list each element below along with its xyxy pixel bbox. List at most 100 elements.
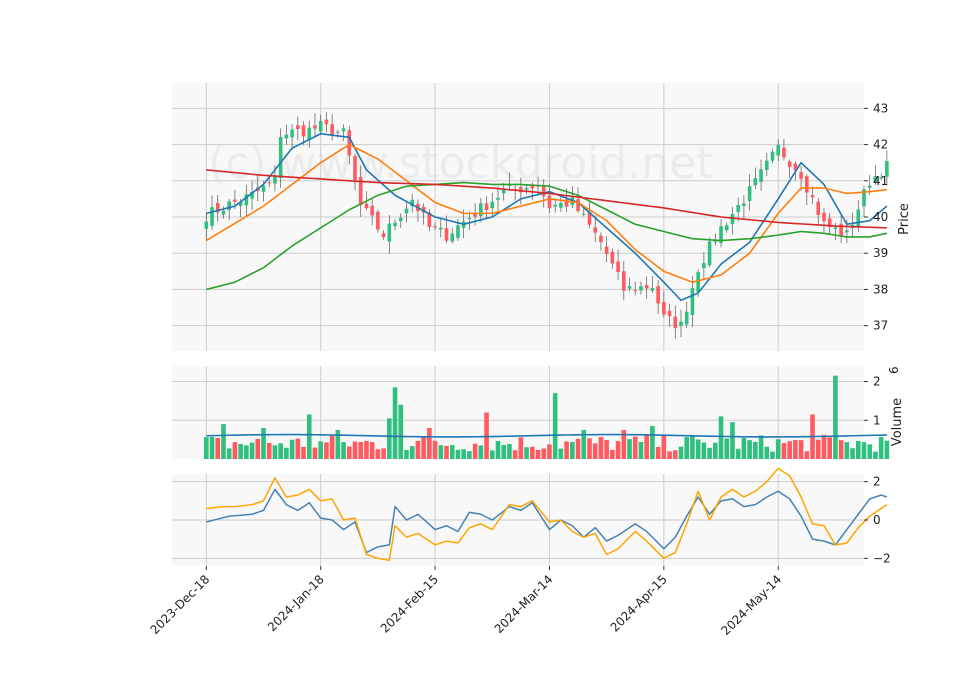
candle-up	[467, 217, 472, 220]
volume-bar	[381, 448, 386, 459]
volume-bar	[610, 449, 615, 459]
volume-bar	[387, 418, 392, 459]
volume-bar	[695, 439, 701, 459]
volume-bar	[758, 435, 764, 459]
candle-down	[513, 188, 517, 190]
volume-axis-label: Volume	[890, 398, 905, 446]
volume-y-ticks: 12	[864, 375, 881, 427]
candle-down	[313, 125, 317, 129]
volume-bar	[632, 436, 638, 459]
candle-up	[885, 161, 889, 177]
candle-down	[381, 233, 386, 238]
volume-bars	[204, 375, 890, 459]
volume-bar	[255, 438, 261, 459]
candle-down	[593, 227, 598, 233]
volume-bar	[415, 440, 421, 459]
price-y-tick-label: 39	[873, 246, 888, 260]
candle-up	[690, 288, 695, 316]
candle-down	[822, 212, 826, 222]
volume-bar	[775, 439, 781, 459]
volume-bar	[312, 447, 318, 459]
volume-bar	[478, 445, 484, 459]
candle-down	[421, 206, 426, 213]
candle-down	[599, 235, 603, 243]
volume-bar	[558, 448, 564, 459]
candle-up	[438, 227, 443, 230]
candle-up	[273, 176, 277, 184]
volume-bar	[724, 438, 730, 459]
candle-up	[210, 207, 214, 226]
volume-bar	[421, 436, 426, 459]
volume-bar	[747, 440, 752, 459]
candle-down	[347, 130, 352, 156]
volume-bar	[713, 442, 718, 459]
candle-up	[404, 208, 409, 214]
candle-down	[364, 203, 369, 209]
candle-up	[650, 287, 655, 291]
volume-bar	[707, 447, 712, 459]
candle-up	[559, 202, 563, 208]
volume-bar	[598, 436, 604, 459]
candle-up	[713, 241, 718, 243]
candle-down	[644, 285, 649, 289]
price-y-tick-label: 37	[873, 319, 888, 333]
volume-bar	[204, 437, 209, 459]
volume-bar	[781, 443, 787, 459]
candle-down	[519, 187, 523, 193]
candle-up	[336, 131, 340, 133]
candle-up	[753, 178, 758, 186]
volume-bar	[650, 426, 655, 459]
volume-bar	[627, 439, 632, 459]
candle-up	[204, 221, 209, 229]
candle-up	[702, 263, 706, 269]
candle-down	[444, 228, 449, 241]
candle-down	[370, 205, 374, 216]
candle-down	[433, 226, 437, 228]
candle-down	[793, 163, 798, 171]
candle-up	[730, 213, 735, 224]
price-axis-label: Price	[897, 203, 912, 235]
volume-bar	[226, 448, 232, 459]
volume-bar	[690, 436, 695, 459]
candle-up	[742, 203, 746, 206]
candle-up	[736, 204, 740, 212]
candle-down	[215, 202, 220, 213]
candle-up	[244, 194, 249, 206]
candle-up	[776, 144, 781, 156]
volume-y-tick-label: 2	[873, 375, 881, 389]
candle-down	[330, 124, 334, 135]
volume-bar	[346, 446, 352, 459]
candle-down	[667, 310, 672, 317]
candle-down	[353, 156, 357, 181]
candle-down	[564, 199, 569, 207]
candle-up	[770, 151, 775, 161]
candle-down	[839, 223, 843, 236]
volume-bar	[455, 449, 461, 459]
volume-bar	[369, 442, 375, 459]
price-y-tick-label: 42	[873, 138, 888, 152]
volume-bar	[352, 441, 358, 459]
volume-bar	[684, 437, 690, 459]
volume-bar	[518, 437, 524, 459]
volume-bar	[261, 428, 266, 459]
candle-up	[278, 136, 283, 179]
moving-average-sma-mid	[205, 143, 887, 283]
candle-up	[307, 127, 312, 140]
candle-down	[782, 147, 786, 158]
volume-bar	[861, 442, 867, 459]
candle-up	[501, 189, 506, 194]
oscillator-osc-a	[206, 488, 888, 554]
price-y-tick-label: 40	[873, 210, 888, 224]
oscillator-y-tick-label: 0	[873, 513, 881, 527]
candle-down	[473, 213, 477, 217]
volume-bar	[398, 404, 404, 459]
candle-down	[296, 125, 300, 130]
volume-bar	[581, 429, 587, 459]
volume-bar	[798, 440, 804, 459]
price-y-ticks: 37 38 39 40 41 42 43	[864, 101, 888, 333]
volume-bar	[301, 446, 306, 459]
candle-up	[221, 210, 226, 215]
volume-bar	[232, 442, 238, 459]
price-y-tick-label: 41	[873, 174, 888, 188]
